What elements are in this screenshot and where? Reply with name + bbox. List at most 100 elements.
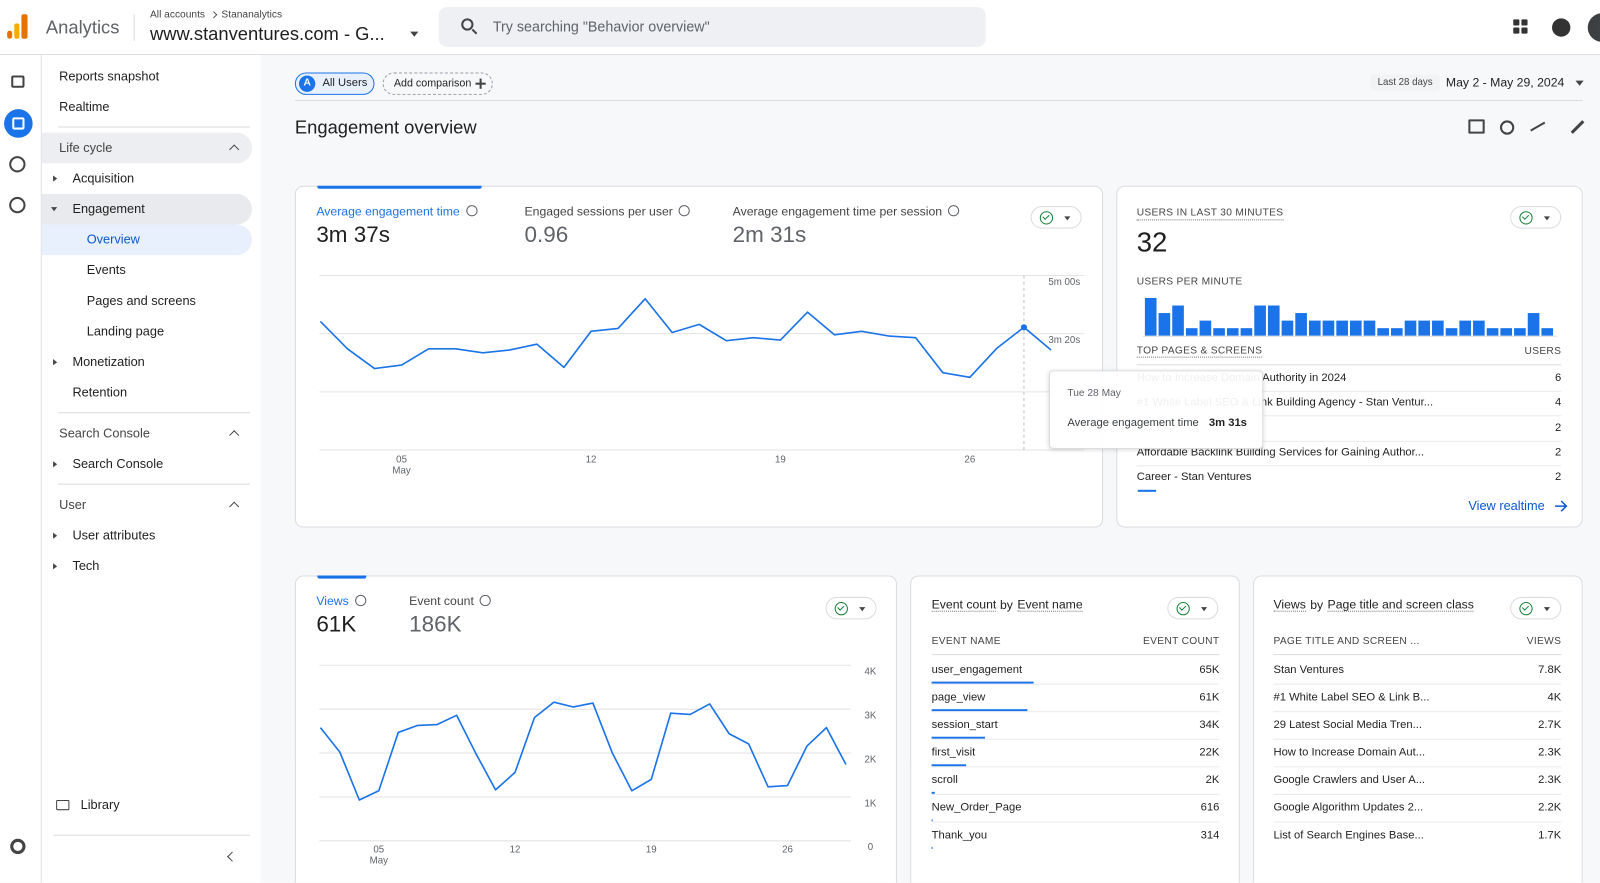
metric-label[interactable]: Engaged sessions per user: [524, 204, 673, 219]
apps-icon[interactable]: [1521, 19, 1528, 26]
metric-label[interactable]: Event count: [409, 593, 474, 609]
x-tick-label: 26: [964, 454, 976, 466]
card: [1253, 575, 1583, 883]
expand-arrow[interactable]: [53, 563, 58, 570]
row-title[interactable]: Career - Stan Ventures: [1136, 471, 1252, 484]
compare-dropdown[interactable]: [1030, 206, 1082, 229]
advertising-icon[interactable]: [9, 196, 26, 214]
compare-dropdown[interactable]: [1167, 596, 1219, 620]
x-tick-label: 12: [509, 844, 521, 856]
nav-selected-bg: [41, 224, 253, 256]
metric-label[interactable]: Average engagement time per session: [732, 204, 943, 219]
status-icon: [1176, 601, 1190, 615]
row-title[interactable]: New_Order_Page: [931, 801, 1022, 814]
logo-bar: [7, 30, 13, 39]
dropdown-caret: [1201, 607, 1208, 612]
row-title[interactable]: scroll: [931, 773, 958, 787]
nav-subitem[interactable]: Landing page: [86, 324, 165, 339]
help-icon[interactable]: [1552, 18, 1571, 37]
property-caret[interactable]: [410, 31, 419, 37]
row-title[interactable]: Google Crawlers and User A...: [1273, 773, 1426, 787]
apps-icon[interactable]: [1513, 27, 1520, 34]
expand-arrow[interactable]: [53, 175, 58, 182]
insights-icon[interactable]: [1530, 121, 1546, 132]
row-title[interactable]: Affordable Backlink Building Services fo…: [1136, 446, 1425, 459]
expand-arrow[interactable]: [53, 359, 58, 366]
row-value: 2.3K: [1538, 773, 1562, 787]
nav-item[interactable]: Search Console: [72, 456, 164, 472]
folder-icon[interactable]: [56, 799, 70, 811]
share-icon[interactable]: [1499, 120, 1515, 135]
expand-arrow[interactable]: [51, 207, 58, 212]
nav-item[interactable]: Tech: [72, 558, 100, 574]
avatar[interactable]: [1587, 13, 1600, 42]
settings-icon[interactable]: [10, 838, 26, 855]
nav-item[interactable]: Retention: [72, 385, 128, 400]
row-title[interactable]: #1 White Label SEO & Link B...: [1273, 691, 1430, 704]
row-value: 2.2K: [1538, 801, 1562, 814]
apps-icon[interactable]: [1513, 19, 1520, 26]
compare-dropdown[interactable]: [1510, 206, 1562, 229]
row-title[interactable]: #1 White Label SEO & Link Building Agenc…: [1136, 396, 1434, 409]
nav-subitem[interactable]: Overview: [86, 232, 140, 247]
nav-section-title[interactable]: User: [59, 497, 87, 512]
edit-icon[interactable]: [1570, 120, 1585, 134]
compare-icon[interactable]: [1468, 119, 1485, 134]
row-title[interactable]: first_visit: [931, 746, 976, 759]
date-caret[interactable]: [1575, 80, 1584, 86]
apps-icon[interactable]: [1521, 27, 1528, 34]
date-range[interactable]: May 2 - May 29, 2024: [1445, 75, 1565, 90]
breadcrumb[interactable]: Stananalytics: [221, 9, 283, 21]
search-box[interactable]: [438, 7, 986, 47]
row-value: 616: [1200, 801, 1220, 814]
nav-item[interactable]: Acquisition: [72, 171, 135, 186]
nav-separator: [58, 126, 250, 128]
nav-item[interactable]: User attributes: [72, 528, 156, 543]
metric-label[interactable]: Average engagement time: [316, 204, 460, 219]
row-title[interactable]: List of Search Engines Base...: [1273, 829, 1424, 842]
compare-dropdown[interactable]: [1510, 596, 1562, 620]
compare-dropdown[interactable]: [825, 596, 877, 620]
nav-item[interactable]: Realtime: [59, 99, 110, 115]
explore-icon[interactable]: [9, 156, 26, 173]
nav-item[interactable]: Monetization: [72, 354, 145, 370]
card-title[interactable]: Page title and screen class: [1327, 597, 1474, 612]
add-comparison-chip[interactable]: [382, 72, 493, 95]
row-title[interactable]: user_engagement: [931, 663, 1023, 677]
info-icon: [355, 594, 367, 607]
nav-section-title[interactable]: Life cycle: [59, 140, 113, 155]
card-title[interactable]: Event name: [1017, 597, 1083, 612]
row-value: 1.7K: [1538, 829, 1562, 842]
y-tick-label: 5m 00s: [1048, 276, 1081, 289]
x-tick-label: 26: [782, 844, 793, 856]
property-name[interactable]: www.stanventures.com - G...: [149, 23, 385, 44]
table-header: EVENT COUNT: [1143, 635, 1220, 647]
row-title[interactable]: Google Algorithm Updates 2...: [1273, 801, 1424, 814]
expand-arrow[interactable]: [53, 461, 58, 468]
card-title[interactable]: Event count: [931, 597, 997, 612]
search-placeholder[interactable]: Try searching "Behavior overview": [492, 18, 710, 35]
reports-icon[interactable]: [4, 109, 33, 138]
page-title: Engagement overview: [294, 117, 477, 138]
nav-item[interactable]: Engagement: [72, 201, 145, 217]
card-title[interactable]: Views: [1273, 597, 1306, 612]
row-title[interactable]: session_start: [931, 718, 998, 732]
info-icon: [678, 205, 690, 217]
row-title[interactable]: Thank_you: [931, 829, 988, 842]
dropdown-caret: [1543, 607, 1550, 612]
row-title[interactable]: 29 Latest Social Media Tren...: [1273, 718, 1422, 732]
nav-subitem[interactable]: Events: [86, 263, 126, 278]
segment-chip[interactable]: [294, 72, 375, 95]
row-title[interactable]: page_view: [931, 691, 986, 704]
row-title[interactable]: How to Increase Domain Aut...: [1273, 746, 1426, 759]
row-title[interactable]: Stan Ventures: [1273, 663, 1344, 677]
expand-arrow[interactable]: [53, 532, 58, 539]
breadcrumb[interactable]: All accounts: [149, 9, 206, 21]
nav-subitem[interactable]: Pages and screens: [86, 293, 196, 308]
nav-item[interactable]: Reports snapshot: [59, 69, 160, 84]
metric-label[interactable]: Views: [316, 593, 349, 609]
nav-item[interactable]: Library: [80, 797, 120, 812]
view-realtime-link[interactable]: View realtime: [1468, 498, 1545, 514]
home-icon[interactable]: [11, 75, 25, 88]
nav-section-title[interactable]: Search Console: [59, 426, 150, 441]
